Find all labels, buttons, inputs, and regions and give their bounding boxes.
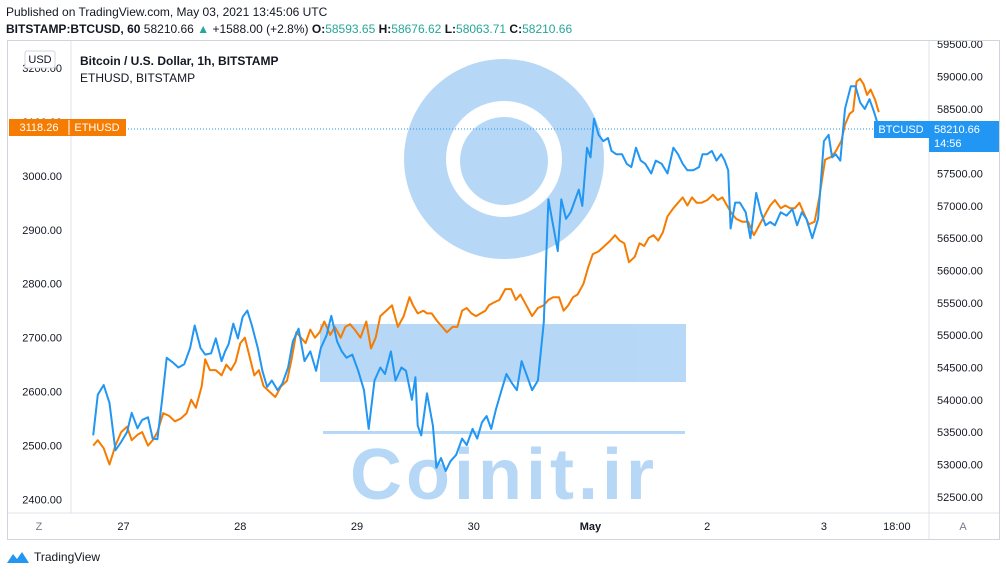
time-tick-label: 29: [351, 521, 363, 533]
btcusd-series-line[interactable]: [92, 85, 880, 472]
published-line: Published on TradingView.com, May 03, 20…: [6, 5, 328, 19]
left-tick-label: 2500.00: [22, 441, 62, 453]
btc-countdown: 14:56: [934, 138, 962, 150]
right-axis-mode-button[interactable]: A: [959, 521, 967, 533]
right-tick-label: 58500.00: [937, 104, 983, 116]
left-tick-label: 2900.00: [22, 225, 62, 237]
right-tick-label: 59000.00: [937, 72, 983, 84]
coinit-watermark: Coinit.ir: [320, 59, 686, 515]
time-axis[interactable]: 27 28 29 30 May 2 3 18:00: [117, 521, 910, 533]
symbol-label: BITSTAMP:BTCUSD, 60: [6, 22, 141, 36]
low-value: 58063.71: [456, 22, 507, 36]
watermark-divider: [323, 431, 685, 434]
price-chart[interactable]: Coinit.ir 2400.00 2500.00 2600.00 2700.00 28…: [8, 39, 999, 539]
watermark-brand-text: Coinit.ir: [350, 435, 658, 515]
close-value: 58210.66: [522, 22, 573, 36]
watermark-persian-text-block: [320, 324, 686, 382]
right-tick-label: 56500.00: [937, 233, 983, 245]
time-tick-label: 30: [468, 521, 480, 533]
time-tick-label: 18:00: [883, 521, 911, 533]
btc-name-tag: [874, 121, 929, 138]
open-label: O:: [311, 22, 326, 36]
time-tick-label: 28: [234, 521, 246, 533]
change-arrow-icon: ▲: [197, 22, 210, 36]
time-tick-label: 2: [704, 521, 710, 533]
quote-line: BITSTAMP:BTCUSD, 60 58210.66 ▲ +1588.00 …: [6, 22, 572, 36]
right-tick-label: 57000.00: [937, 201, 983, 213]
right-tick-label: 57500.00: [937, 169, 983, 181]
high-label: H:: [378, 22, 392, 36]
legend-compare: ETHUSD, BITSTAMP: [80, 71, 195, 85]
right-tick-label: 59500.00: [937, 41, 983, 51]
btc-name-tag-label: BTCUSD: [878, 124, 923, 136]
right-tick-label: 54000.00: [937, 395, 983, 407]
legend-main: Bitcoin / U.S. Dollar, 1h, BITSTAMP: [80, 54, 278, 68]
footer: TradingView: [6, 550, 100, 564]
time-tick-label: May: [580, 521, 602, 533]
change-value: +1588.00 (+2.8%): [212, 22, 309, 36]
left-tick-label: 3000.00: [22, 171, 62, 183]
close-label: C:: [509, 22, 523, 36]
eth-price-tag-name: ETHUSD: [74, 122, 119, 134]
high-value: 58676.62: [391, 22, 442, 36]
left-tick-label: 2700.00: [22, 333, 62, 345]
btc-price-tag: [929, 121, 999, 152]
ethusd-series-line[interactable]: [92, 77, 880, 466]
right-tick-label: 56000.00: [937, 266, 983, 278]
time-tick-label: 27: [117, 521, 129, 533]
eth-price-tag-value: 3118.26: [20, 122, 59, 134]
tradingview-logo-icon: [7, 552, 29, 563]
left-tick-label: 2800.00: [22, 279, 62, 291]
watermark-logo-core: [460, 117, 548, 205]
last-price: 58210.66: [143, 22, 194, 36]
low-label: L:: [444, 22, 457, 36]
eth-price-tag: [9, 119, 126, 136]
series-layer: [92, 77, 880, 472]
right-tick-label: 53000.00: [937, 460, 983, 472]
right-tick-label: 55000.00: [937, 330, 983, 342]
right-tick-label: 54500.00: [937, 363, 983, 375]
right-tick-label: 52500.00: [937, 492, 983, 504]
currency-button[interactable]: [24, 50, 56, 69]
right-tick-label: 55500.00: [937, 298, 983, 310]
right-price-axis[interactable]: 52500.00 53000.00 53500.00 54000.00 54500.00…: [937, 39, 983, 504]
chart-frame: Coinit.ir 2400.00 2500.00 2600.00 2700.00 28…: [7, 39, 1000, 540]
time-tick-label: 3: [821, 521, 827, 533]
currency-button-label: USD: [28, 54, 51, 66]
left-tick-label: 2400.00: [22, 495, 62, 507]
footer-brand: TradingView: [34, 550, 101, 564]
btc-price-tag-value: 58210.66: [934, 124, 980, 136]
left-axis-mode-button[interactable]: Z: [36, 521, 43, 533]
open-value: 58593.65: [325, 22, 376, 36]
right-tick-label: 53500.00: [937, 427, 983, 439]
left-tick-label: 2600.00: [22, 387, 62, 399]
